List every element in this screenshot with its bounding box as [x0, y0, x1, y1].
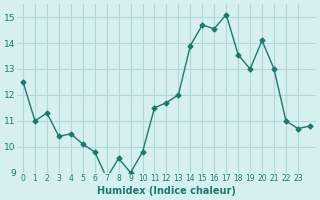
X-axis label: Humidex (Indice chaleur): Humidex (Indice chaleur)	[97, 186, 236, 196]
